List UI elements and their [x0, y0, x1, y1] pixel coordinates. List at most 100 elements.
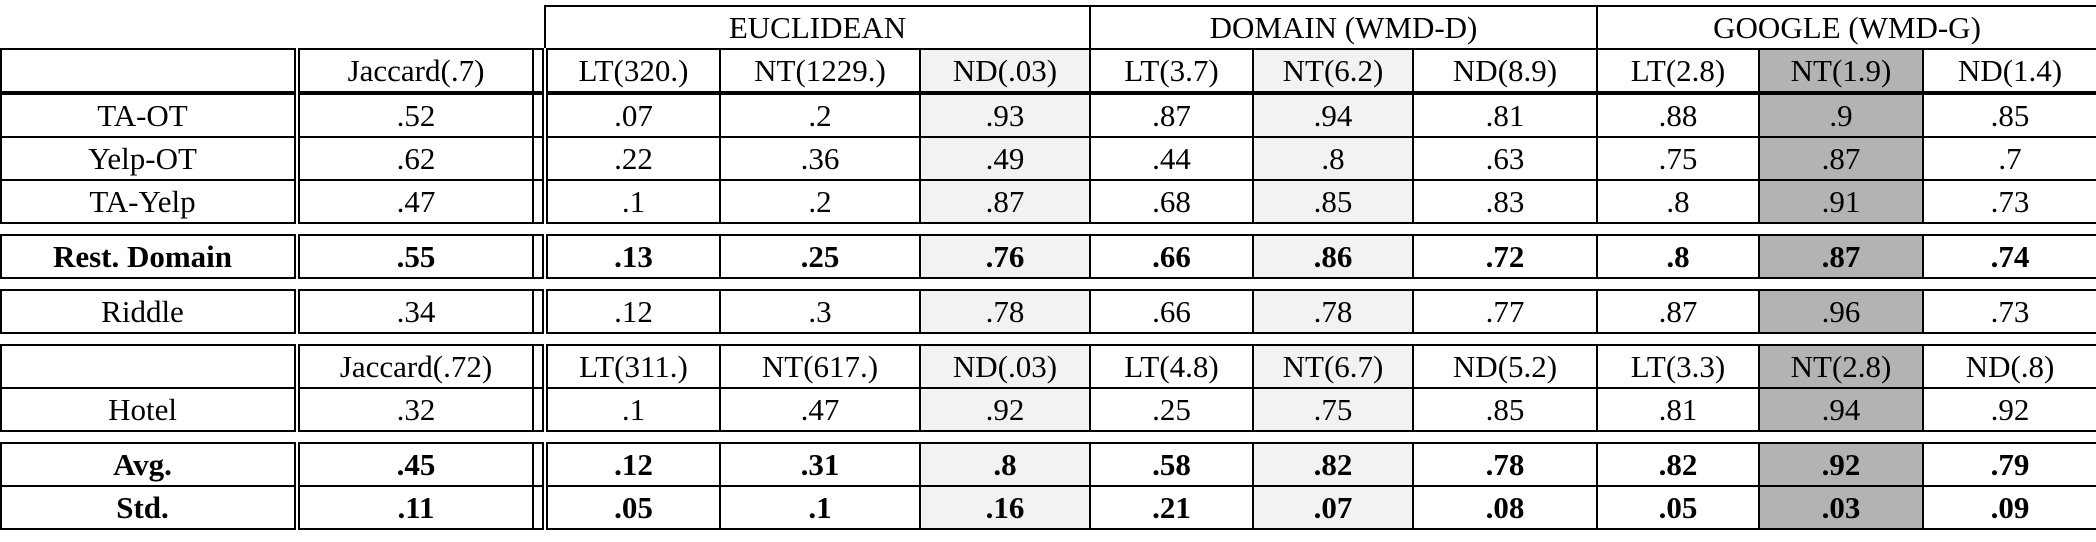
separator-cell — [532, 179, 545, 224]
column-header-row-2: Jaccard(.72) LT(311.) NT(617.) ND(.03) L… — [0, 344, 2096, 389]
separator-cell — [283, 92, 298, 138]
value-cell: .66 — [1089, 289, 1255, 334]
header-cell: ND(.8) — [1922, 344, 2096, 389]
value-cell: .58 — [1089, 442, 1255, 487]
value-cell: .85 — [1412, 387, 1599, 432]
gap-cell — [1, 333, 2096, 345]
value-cell: .87 — [918, 179, 1092, 224]
table-row-ta-ot: TA-OT .52 .07 .2 .93 .87 .94 .81 .88 .9 … — [0, 92, 2096, 138]
value-cell: .1 — [542, 179, 721, 224]
value-cell: .1 — [542, 387, 721, 432]
row-label: Hotel — [0, 387, 283, 432]
header-cell: Jaccard(.7) — [294, 48, 534, 95]
separator-cell — [283, 485, 298, 530]
value-cell: .21 — [1089, 485, 1255, 530]
value-cell: .75 — [1252, 387, 1415, 432]
value-cell: .91 — [1758, 179, 1925, 224]
value-cell: .78 — [1252, 289, 1415, 334]
value-cell: .11 — [294, 485, 534, 530]
row-label: Riddle — [0, 289, 283, 334]
value-cell: .13 — [542, 234, 721, 279]
separator-cell — [283, 442, 298, 487]
header-cell: LT(3.3) — [1596, 344, 1761, 389]
group-domain: DOMAIN (WMD-D) — [1089, 5, 1599, 50]
value-cell: .44 — [1089, 136, 1255, 181]
separator-cell — [532, 92, 545, 138]
value-cell: .73 — [1922, 289, 2096, 334]
table-row-std: Std. .11 .05 .1 .16 .21 .07 .08 .05 .03 … — [0, 485, 2096, 530]
row-gap — [1, 333, 2096, 345]
separator-cell — [283, 179, 298, 224]
group-euclidean: EUCLIDEAN — [543, 5, 1092, 50]
value-cell: .81 — [1412, 92, 1599, 138]
separator-cell — [532, 289, 545, 334]
value-cell: .2 — [719, 92, 921, 138]
row-gap — [1, 223, 2096, 235]
header-cell: LT(3.7) — [1089, 48, 1255, 95]
corner-cell — [1, 6, 546, 50]
value-cell: .47 — [294, 179, 534, 224]
value-cell: .82 — [1596, 442, 1761, 487]
separator-cell — [532, 387, 545, 432]
row-label: TA-OT — [0, 92, 283, 138]
table-row-riddle: Riddle .34 .12 .3 .78 .66 .78 .77 .87 .9… — [0, 289, 2096, 334]
value-cell: .88 — [1596, 92, 1761, 138]
gap-cell — [1, 278, 2096, 290]
separator-cell — [532, 48, 545, 95]
value-cell: .63 — [1412, 136, 1599, 181]
separator-cell — [532, 136, 545, 181]
header-cell: Jaccard(.72) — [294, 344, 534, 389]
value-cell: .78 — [918, 289, 1092, 334]
header-cell: LT(320.) — [542, 48, 721, 95]
row-label: Yelp-OT — [0, 136, 283, 181]
header-cell: ND(8.9) — [1412, 48, 1599, 95]
row-label: Avg. — [0, 442, 283, 487]
results-table: EUCLIDEAN DOMAIN (WMD-D) GOOGLE (WMD-G) … — [0, 5, 2096, 530]
value-cell: .32 — [294, 387, 534, 432]
table-row-rest-domain: Rest. Domain .55 .13 .25 .76 .66 .86 .72… — [0, 234, 2096, 279]
group-header-row: EUCLIDEAN DOMAIN (WMD-D) GOOGLE (WMD-G) — [1, 5, 2096, 50]
value-cell: .09 — [1922, 485, 2096, 530]
value-cell: .96 — [1758, 289, 1925, 334]
value-cell: .86 — [1252, 234, 1415, 279]
value-cell: .75 — [1596, 136, 1761, 181]
value-cell: .94 — [1758, 387, 1925, 432]
value-cell: .07 — [542, 92, 721, 138]
value-cell: .92 — [1758, 442, 1925, 487]
header-cell: NT(617.) — [719, 344, 921, 389]
value-cell: .9 — [1758, 92, 1925, 138]
header-cell: NT(1.9) — [1758, 48, 1925, 95]
value-cell: .78 — [1412, 442, 1599, 487]
separator-cell — [283, 136, 298, 181]
separator-cell — [532, 344, 545, 389]
value-cell: .05 — [542, 485, 721, 530]
separator-cell — [283, 387, 298, 432]
table-row-ta-yelp: TA-Yelp .47 .1 .2 .87 .68 .85 .83 .8 .91… — [0, 179, 2096, 224]
header-cell: LT(311.) — [542, 344, 721, 389]
value-cell: .7 — [1922, 136, 2096, 181]
row-gap — [1, 278, 2096, 290]
header-cell: NT(6.2) — [1252, 48, 1415, 95]
row-gap — [1, 431, 2096, 443]
value-cell: .74 — [1922, 234, 2096, 279]
value-cell: .94 — [1252, 92, 1415, 138]
table-row-yelp-ot: Yelp-OT .62 .22 .36 .49 .44 .8 .63 .75 .… — [0, 136, 2096, 181]
value-cell: .31 — [719, 442, 921, 487]
value-cell: .72 — [1412, 234, 1599, 279]
value-cell: .25 — [1089, 387, 1255, 432]
separator-cell — [532, 485, 545, 530]
value-cell: .49 — [918, 136, 1092, 181]
header-cell: ND(.03) — [918, 344, 1092, 389]
value-cell: .93 — [918, 92, 1092, 138]
row-label-cell — [0, 344, 283, 389]
value-cell: .87 — [1089, 92, 1255, 138]
row-label-cell — [0, 48, 283, 95]
row-label: Std. — [0, 485, 283, 530]
value-cell: .83 — [1412, 179, 1599, 224]
separator-cell — [283, 234, 298, 279]
separator-cell — [532, 442, 545, 487]
value-cell: .08 — [1412, 485, 1599, 530]
table-row-hotel: Hotel .32 .1 .47 .92 .25 .75 .85 .81 .94… — [0, 387, 2096, 432]
value-cell: .03 — [1758, 485, 1925, 530]
